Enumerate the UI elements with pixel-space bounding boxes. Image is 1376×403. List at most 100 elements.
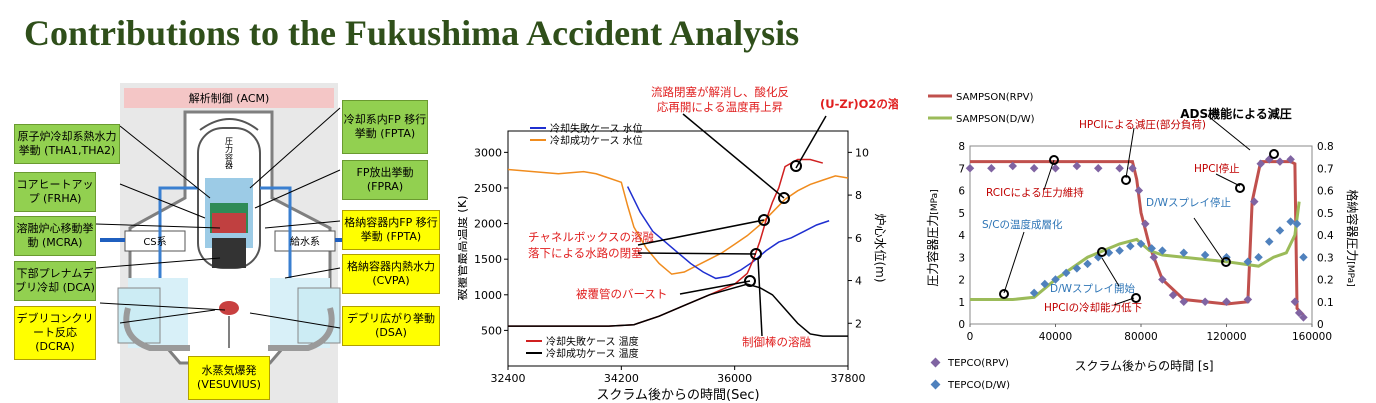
chart-cladding-temperature: 32400 34200 36000 37800 500 1000 1500 2000 2500 3… <box>458 85 898 403</box>
annotation-dw-spray-stop: D/Wスプレイ停止 <box>1146 196 1231 209</box>
annotation-rcic: RCICによる圧力維持 <box>986 186 1084 199</box>
legend-tepco-rpv: TEPCO(RPV) <box>947 358 1009 369</box>
series-marker-3 <box>1029 288 1039 298</box>
series-line-1 <box>626 186 830 280</box>
series-marker-3 <box>1051 275 1060 284</box>
box-spread: デブリ広がり挙動 (DSA) <box>342 306 440 346</box>
legend-bottom-1: 冷却成功ケース 温度 <box>546 347 639 360</box>
y-axis-label-right-2: 格納容器圧力[MPa] <box>1345 189 1360 286</box>
y-tick-label-left-2: 0 <box>958 319 965 331</box>
x-tick-label-2: 80000 <box>1124 331 1157 343</box>
y-tick-label-left: 2500 <box>474 182 502 195</box>
x-axis-label-2: スクラム後からの時間 [s] <box>1074 359 1213 373</box>
box-plenum: 下部プレナムデブリ冷却 (DCA) <box>14 261 96 301</box>
chart-pressure: 0 40000 80000 120000 16000001234567800.10.20… <box>925 92 1360 391</box>
x-tick-label-2: 40000 <box>1039 331 1072 343</box>
series-line-1 <box>970 201 1301 302</box>
series-marker-2 <box>1158 275 1167 284</box>
y-axis-label-right: 炉心水位(m) <box>873 213 888 282</box>
annotation-hpci-depress: HPCIによる減圧(部分負荷) <box>1079 118 1206 131</box>
series-marker-3 <box>1072 264 1082 273</box>
x-tick-label-2: 160000 <box>1292 331 1332 343</box>
legend-bottom-0: 冷却失敗ケース 温度 <box>546 335 639 348</box>
x-tick-label: 34200 <box>604 372 639 385</box>
y-tick-label-left-2: 4 <box>958 230 965 242</box>
series-marker-2 <box>1222 297 1231 306</box>
y-axis-label-left-2: 圧力容器圧力[MPa] <box>925 189 940 286</box>
legend-sampson-dw: SAMPSON(D/W) <box>956 114 1035 125</box>
series-marker-2 <box>1128 164 1137 173</box>
reactor-diagram: 圧力容器 解析制御 (ACM) CS系 給水系 原子炉冷却系熱水力挙動 (THA… <box>0 78 460 403</box>
y-tick-label-right-2: 0.8 <box>1317 141 1334 153</box>
annotation-dw-spray-start: D/Wスプレイ開始 <box>1050 282 1136 295</box>
y-tick-label-right: 4 <box>855 275 862 288</box>
annotation-hpci-stop: HPCI停止 <box>1194 162 1240 175</box>
box-heatup: コアヒートアップ (FRHA) <box>14 172 96 212</box>
plot-area-2 <box>969 145 1313 325</box>
y-tick-label-left: 1000 <box>474 289 502 302</box>
page-title: Contributions to the Fukushima Accident … <box>24 13 800 53</box>
legend-top-0: 冷却失敗ケース 水位 <box>550 122 643 135</box>
y-tick-label-right-2: 0.5 <box>1317 208 1334 220</box>
series-marker-2 <box>1256 159 1265 169</box>
y-tick-label-right: 8 <box>855 189 862 202</box>
annotation-reoxidation-2: 応再開による温度再上昇 <box>657 100 783 114</box>
legend-tepco-dw: TEPCO(D/W) <box>947 380 1010 391</box>
y-tick-label-left: 500 <box>481 324 502 337</box>
y-tick-label-left: 3000 <box>474 146 502 159</box>
series-line-3 <box>508 283 848 337</box>
reactor-drawing: 圧力容器 解析制御 (ACM) CS系 給水系 <box>95 83 370 403</box>
series-marker-2 <box>1200 297 1210 306</box>
y-tick-label-right-2: 0.6 <box>1317 186 1334 198</box>
cs-label: CS系 <box>143 236 166 248</box>
series-line-0 <box>970 160 1305 317</box>
feed-label: 給水系 <box>290 235 320 248</box>
y-tick-label-left: 1500 <box>474 253 502 266</box>
box-fprelease: FP放出挙動 (FPRA) <box>342 160 428 200</box>
y-tick-label-right-2: 0.2 <box>1317 275 1334 287</box>
annotation-hpci-cool: HPCIの冷却能力低下 <box>1044 301 1142 314</box>
y-tick-label-right-2: 0.1 <box>1317 297 1334 309</box>
y-tick-label-left-2: 6 <box>958 186 965 198</box>
box-fp: 冷却系内FP 移行挙動 (FPTA) <box>342 100 428 154</box>
y-tick-label-right-2: 0.7 <box>1317 163 1334 175</box>
x-tick-label-2: 120000 <box>1206 331 1246 343</box>
series-marker-2 <box>1134 186 1144 195</box>
x-axis-label: スクラム後からの時間(Sec) <box>596 388 759 403</box>
y-tick-label-right: 10 <box>855 146 869 159</box>
y-tick-label-left: 2000 <box>474 218 502 231</box>
series-marker-2 <box>1149 253 1159 262</box>
y-tick-label-left-2: 3 <box>958 252 965 264</box>
series-marker-2 <box>1294 308 1304 318</box>
y-tick-label-left-2: 7 <box>958 163 965 175</box>
series-marker-3 <box>1299 253 1308 262</box>
series-marker-2 <box>1179 297 1188 306</box>
series-marker-2 <box>1243 295 1253 304</box>
annotation-sc-strat: S/Cの温度成層化 <box>982 218 1063 231</box>
y-tick-label-left-2: 1 <box>958 297 965 309</box>
box-fp-cv: 格納容器内FP 移行挙動 (FPTA) <box>342 210 440 250</box>
annotation-reoxidation-1: 流路閉塞が解消し、酸化反 <box>651 85 789 99</box>
y-tick-label-right-2: 0.4 <box>1317 230 1334 242</box>
acm-label: 解析制御 (ACM) <box>189 91 270 105</box>
series-marker-2 <box>1299 313 1308 322</box>
vessel-label: 圧力容器 <box>225 137 234 170</box>
annotation-channel-1: チャネルボックスの溶融 <box>528 230 655 244</box>
y-tick-label-right: 6 <box>855 232 862 245</box>
annotation-burst: 被覆管のバースト <box>576 287 667 301</box>
x-tick-label: 36000 <box>717 372 752 385</box>
box-melt: 溶融炉心移動挙動 (MCRA) <box>14 216 96 256</box>
series-line-0 <box>507 168 849 275</box>
x-tick-label: 32400 <box>491 372 526 385</box>
y-tick-label-right-2: 0.3 <box>1317 252 1334 264</box>
x-tick-label-2: 0 <box>967 331 974 343</box>
y-tick-label-left-2: 2 <box>958 275 965 287</box>
box-cv-thermal: 格納容器内熱水力 (CVPA) <box>342 254 440 294</box>
x-tick-label: 37800 <box>831 372 866 385</box>
annotation-uzro2: (U-Zr)O2の溶融 <box>820 97 898 111</box>
box-steam-explosion: 水蒸気爆発 (VESUVIUS) <box>188 356 270 400</box>
annotation-control-rod: 制御棒の溶融 <box>742 335 811 349</box>
legend-sampson-rpv: SAMPSON(RPV) <box>956 92 1033 103</box>
annotation-channel-2: 落下による水路の閉塞 <box>528 246 643 260</box>
legend-top-1: 冷却成功ケース 水位 <box>550 134 643 147</box>
